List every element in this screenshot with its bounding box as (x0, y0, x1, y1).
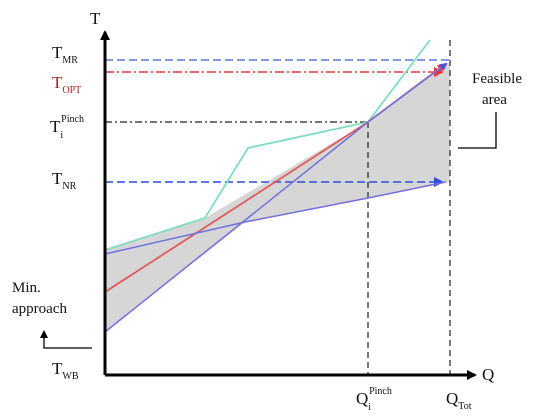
t-wb-label: TWB (52, 359, 79, 382)
min-approach-pointer (43, 336, 92, 349)
t-mr-label: TMR (52, 43, 78, 66)
min-approach-line2: approach (12, 301, 67, 317)
q-tot-label: QTot (446, 389, 472, 412)
feasible-area (105, 62, 450, 332)
green-curve (104, 39, 431, 251)
min-approach-arrowhead (40, 330, 48, 338)
feasible-label-line2: area (482, 92, 507, 108)
x-axis-label: Q (482, 365, 494, 384)
feasible-label-line1: Feasible (472, 71, 522, 87)
t-nr-label: TNR (52, 169, 77, 192)
y-axis-label: T (90, 9, 101, 28)
blue-steep-curve (104, 62, 448, 333)
t-opt-label: TOPT (52, 73, 81, 96)
blue-flat-curve (104, 181, 447, 255)
feasible-callout (458, 112, 497, 149)
q-pinch-label: QiPinch (356, 386, 392, 413)
min-approach-line1: Min. (12, 280, 41, 296)
t-pinch-label: TiPinch (50, 114, 84, 141)
